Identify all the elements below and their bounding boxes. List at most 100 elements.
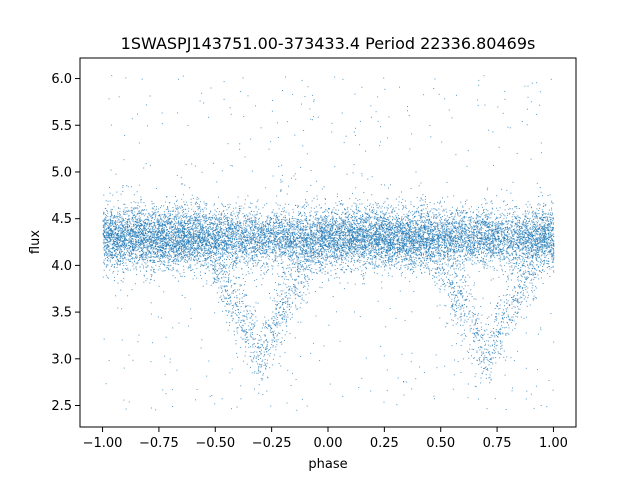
data-point — [407, 110, 408, 112]
data-point — [243, 257, 245, 259]
data-point — [354, 220, 356, 222]
data-point — [409, 254, 411, 256]
data-point — [332, 220, 334, 222]
data-point — [553, 252, 555, 254]
data-point — [363, 246, 365, 248]
data-point — [186, 254, 188, 256]
data-point — [116, 249, 118, 251]
data-point — [474, 333, 475, 335]
data-point — [487, 223, 489, 225]
data-point — [406, 233, 408, 234]
data-point — [321, 251, 323, 253]
data-point — [523, 225, 525, 227]
data-point — [542, 209, 544, 211]
data-point — [361, 242, 362, 244]
data-point — [535, 269, 537, 271]
data-point — [182, 224, 184, 226]
data-point — [415, 232, 417, 234]
data-point — [424, 271, 426, 273]
data-point — [206, 240, 208, 242]
data-point — [543, 244, 545, 246]
data-point — [240, 237, 242, 239]
data-point — [179, 229, 181, 231]
data-point — [432, 236, 433, 238]
data-point — [541, 270, 543, 271]
data-point — [494, 342, 496, 344]
data-point — [228, 234, 230, 236]
data-point — [201, 227, 203, 229]
data-point — [138, 245, 140, 247]
data-point — [391, 257, 393, 259]
data-point — [495, 223, 497, 225]
data-point — [389, 215, 391, 217]
data-point — [139, 231, 141, 233]
data-point — [365, 263, 367, 265]
data-point — [318, 223, 320, 225]
data-point — [523, 235, 525, 237]
data-point — [221, 245, 223, 247]
data-point — [182, 224, 183, 226]
data-point — [416, 257, 417, 259]
data-point — [357, 260, 359, 262]
data-point — [337, 243, 339, 245]
data-point — [246, 264, 248, 266]
data-point — [492, 131, 494, 133]
data-point — [382, 212, 384, 214]
data-point — [117, 230, 119, 232]
data-point — [280, 247, 282, 249]
data-point — [251, 248, 253, 249]
data-point — [232, 237, 234, 239]
data-point — [232, 233, 234, 235]
data-point — [525, 222, 527, 224]
data-point — [153, 240, 155, 242]
data-point — [350, 226, 352, 228]
data-point — [482, 211, 484, 213]
data-point — [523, 317, 525, 319]
data-point — [296, 261, 298, 263]
data-point — [407, 225, 408, 227]
data-point — [306, 221, 308, 223]
data-point — [196, 196, 198, 198]
data-point — [135, 254, 137, 256]
data-point — [377, 203, 379, 205]
data-point — [469, 253, 471, 255]
data-point — [427, 239, 429, 241]
data-point — [275, 225, 277, 227]
data-point — [461, 224, 463, 226]
data-point — [257, 342, 259, 344]
data-point — [517, 244, 519, 246]
data-point — [524, 219, 526, 221]
data-point — [286, 121, 288, 123]
data-point — [202, 252, 204, 254]
data-point — [166, 222, 168, 224]
data-point — [466, 248, 468, 250]
data-point — [446, 242, 447, 244]
data-point — [302, 230, 304, 232]
data-point — [195, 254, 197, 256]
data-point — [219, 226, 221, 228]
data-point — [351, 252, 352, 254]
data-point — [409, 242, 411, 244]
data-point — [360, 229, 361, 230]
data-point — [409, 251, 411, 253]
data-point — [531, 220, 533, 222]
data-point — [305, 246, 307, 248]
data-point — [522, 234, 524, 236]
data-point — [515, 252, 517, 254]
data-point — [205, 214, 207, 216]
data-point — [227, 293, 229, 295]
data-point — [341, 244, 343, 246]
data-point — [390, 232, 392, 234]
data-point — [200, 266, 202, 268]
data-point — [387, 233, 389, 235]
data-point — [202, 234, 204, 236]
data-point — [423, 246, 425, 248]
data-point — [477, 334, 479, 336]
data-point — [517, 350, 519, 352]
data-point — [482, 338, 484, 340]
data-point — [288, 271, 290, 273]
data-point — [271, 258, 273, 260]
data-point — [161, 262, 163, 264]
data-point — [237, 230, 239, 232]
data-point — [522, 288, 523, 290]
